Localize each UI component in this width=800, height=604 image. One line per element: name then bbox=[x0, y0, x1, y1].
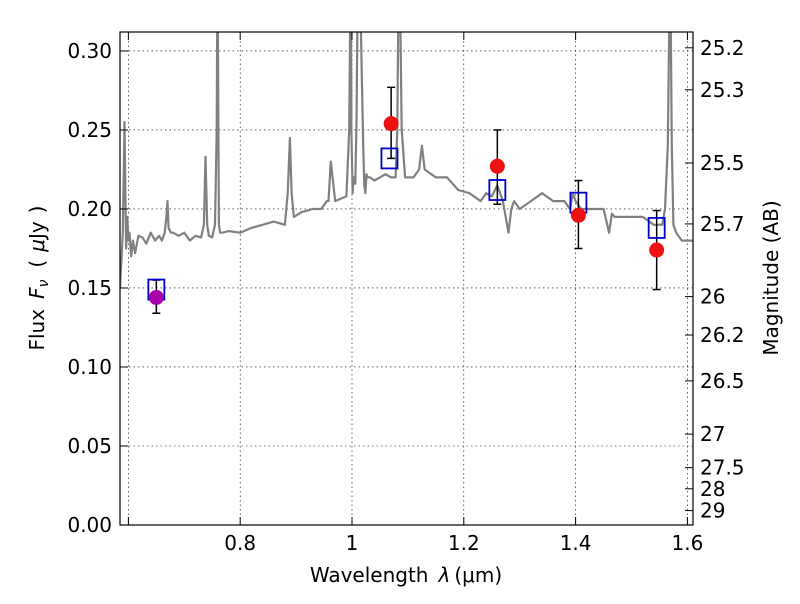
y2-tick-label: 29 bbox=[700, 499, 725, 523]
x-tick-label: 1.4 bbox=[560, 531, 592, 555]
y-tick-label: 0.25 bbox=[67, 118, 112, 142]
y-axis-label-paren-open: ( bbox=[25, 260, 49, 268]
y2-tick-label: 25.2 bbox=[700, 36, 745, 60]
x-axis-label: Wavelength λ (μm) bbox=[310, 563, 502, 587]
observed-flux-point bbox=[570, 207, 586, 223]
x-axis-label-prefix: Wavelength bbox=[310, 563, 429, 587]
x-tick-label: 1 bbox=[346, 531, 359, 555]
y-axis-label-symbol: F bbox=[25, 287, 49, 299]
y-axis-label-prefix: Flux bbox=[25, 309, 49, 351]
y-tick-label: 0.30 bbox=[67, 39, 112, 63]
y2-tick-label: 27.5 bbox=[700, 456, 745, 480]
observed-flux-point bbox=[383, 116, 399, 132]
y-axis-label-mu: μ bbox=[25, 239, 49, 253]
axis-ticks: 0.8 1 1.2 1.4 1.6 0.00 0.05 0.10 0.15 0.20 0.25 0.3… bbox=[67, 32, 745, 555]
y-tick-label: 0.10 bbox=[67, 355, 112, 379]
y2-tick-label: 28 bbox=[700, 477, 725, 501]
y-axis-label: Flux Fν ( μJy) bbox=[25, 205, 52, 350]
marker-layer bbox=[147, 86, 666, 315]
model-flux-square bbox=[488, 179, 507, 201]
model-flux-square bbox=[380, 147, 399, 170]
observed-flux-point bbox=[489, 158, 505, 174]
grid-lines bbox=[120, 32, 693, 526]
y2-axis-label: Magnitude (AB) bbox=[759, 200, 783, 355]
y2-tick-label: 27 bbox=[700, 422, 725, 446]
observed-flux-point bbox=[649, 242, 665, 258]
y2-tick-label: 25.7 bbox=[700, 212, 745, 236]
y-axis-label-subscript: ν bbox=[36, 279, 52, 287]
y-axis-label-paren-close: ) bbox=[25, 205, 49, 213]
y2-tick-label: 26 bbox=[700, 285, 725, 309]
x-axis-label-unit: (μm) bbox=[454, 563, 502, 587]
spectrum-line bbox=[120, 32, 693, 289]
y-axis-label-unit: Jy bbox=[25, 221, 49, 241]
y-tick-label: 0.20 bbox=[67, 197, 112, 221]
y2-tick-label: 25.3 bbox=[700, 78, 745, 102]
model-flux-square bbox=[647, 217, 666, 239]
x-tick-label: 0.8 bbox=[224, 531, 256, 555]
y-tick-label: 0.05 bbox=[67, 434, 112, 458]
y2-tick-label: 26.5 bbox=[700, 369, 745, 393]
x-tick-label: 1.6 bbox=[672, 531, 704, 555]
spectrum-layer bbox=[120, 32, 693, 289]
x-axis-label-symbol: λ bbox=[438, 563, 451, 587]
plot-frame bbox=[119, 31, 694, 526]
y2-tick-label: 26.2 bbox=[700, 323, 745, 347]
y2-tick-label: 25.5 bbox=[700, 151, 745, 175]
observed-flux-point bbox=[148, 289, 164, 305]
x-tick-label: 1.2 bbox=[448, 531, 480, 555]
y-tick-label: 0.00 bbox=[67, 513, 112, 537]
y-tick-label: 0.15 bbox=[67, 276, 112, 300]
